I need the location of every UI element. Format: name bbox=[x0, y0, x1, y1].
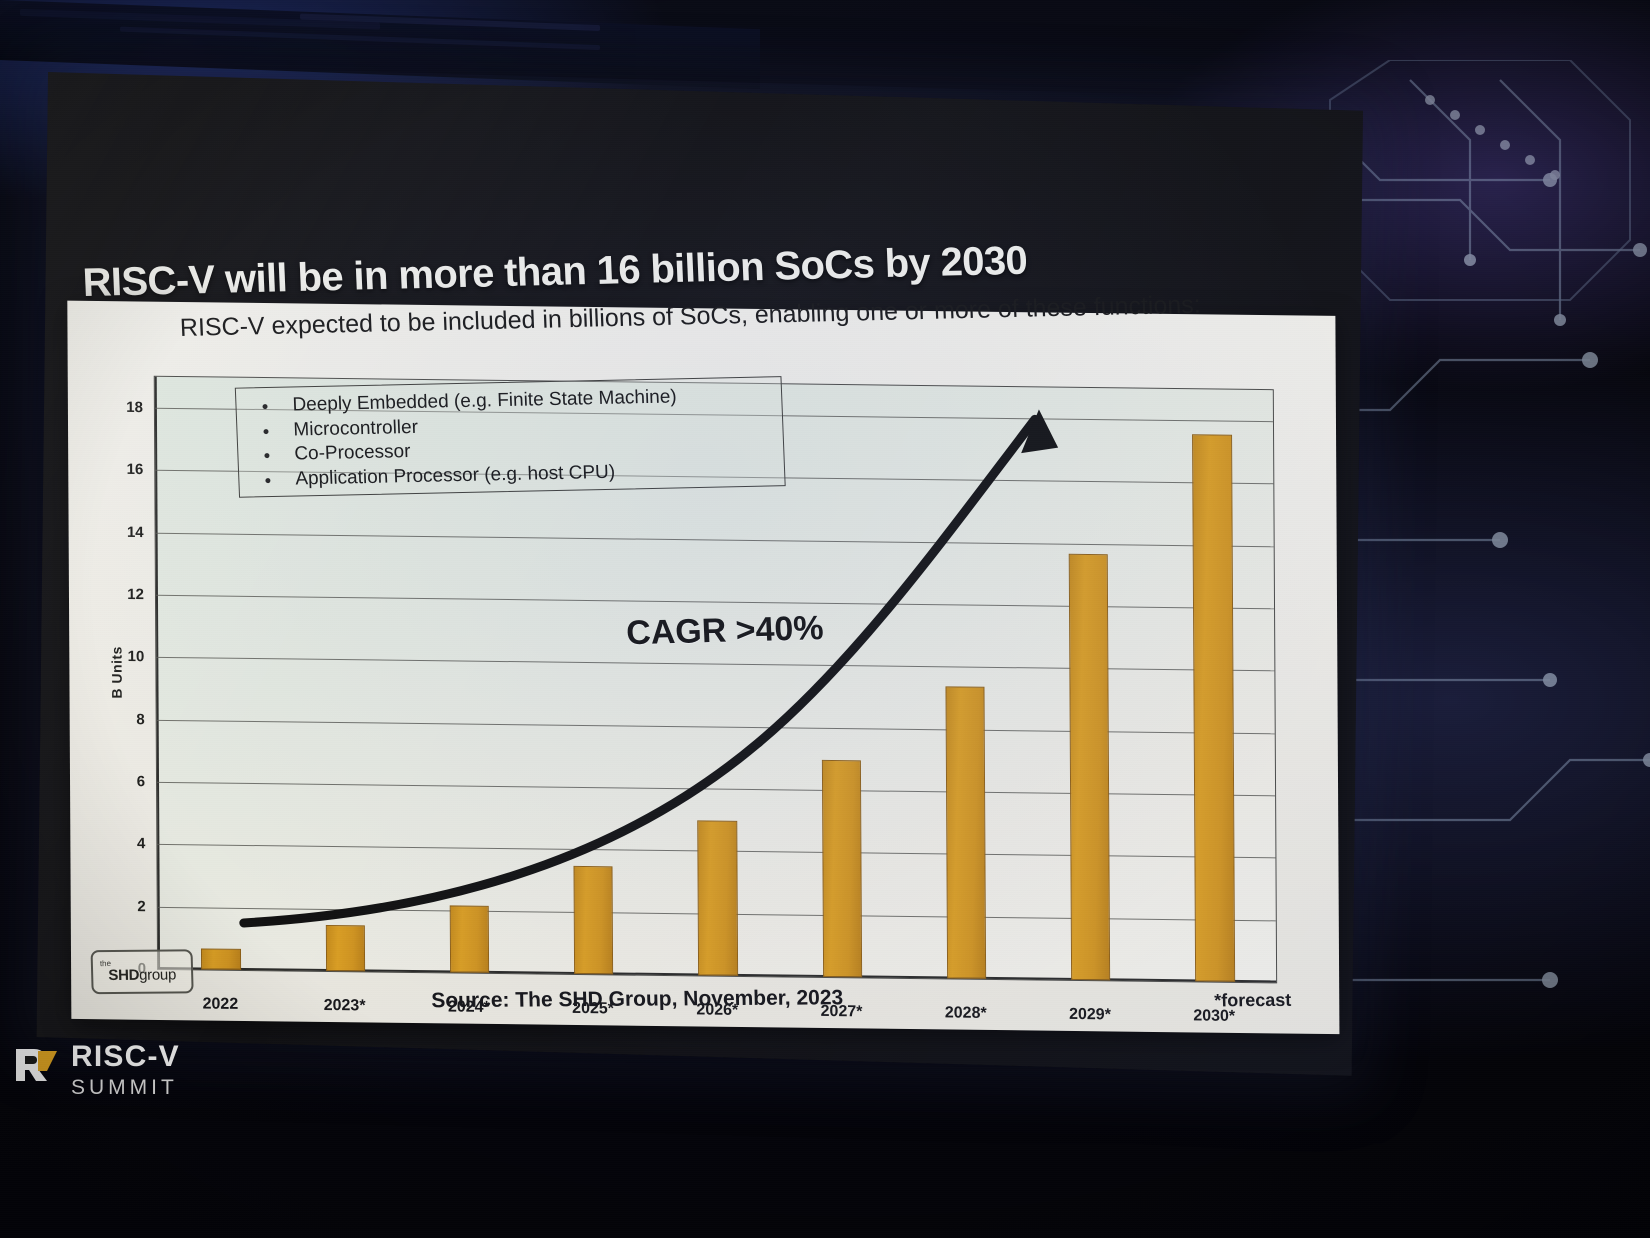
y-tick-label: 8 bbox=[136, 710, 145, 728]
y-tick-label: 14 bbox=[126, 523, 144, 541]
bar-2027 bbox=[821, 759, 862, 978]
bar-2030 bbox=[1192, 433, 1235, 982]
y-tick-label: 18 bbox=[126, 399, 143, 417]
bar-2029 bbox=[1068, 554, 1111, 981]
forecast-footnote: *forecast bbox=[1213, 989, 1292, 1011]
y-tick-label: 12 bbox=[127, 586, 145, 604]
y-tick-label: 4 bbox=[136, 835, 146, 853]
bar-2025 bbox=[573, 865, 614, 975]
gridline bbox=[155, 532, 1274, 548]
bar-2022 bbox=[201, 948, 241, 970]
bar-2028 bbox=[945, 686, 987, 979]
bar-2023 bbox=[325, 925, 366, 972]
bar-chart-plot-area: 024681012141618 B Units 20222023*2024*20… bbox=[109, 375, 1278, 1025]
x-tick-label: 2029* bbox=[1069, 1005, 1111, 1024]
y-tick-label: 10 bbox=[127, 648, 145, 666]
shd-group-logo: the SHDgroup bbox=[90, 949, 194, 995]
y-axis-line bbox=[154, 376, 161, 969]
x-tick-label: 2023* bbox=[323, 996, 366, 1015]
x-tick-label: 2022 bbox=[202, 995, 239, 1013]
risc-v-summit-logo: RISC-V SUMMIT bbox=[14, 1042, 180, 1098]
bar-2024 bbox=[449, 905, 490, 973]
slide-body-card: RISC-V expected to be included in billio… bbox=[67, 291, 1340, 1035]
y-axis-title: B Units bbox=[108, 645, 125, 699]
y-tick-label: 16 bbox=[126, 461, 144, 479]
screen-surface: RISC-V will be in more than 16 billion S… bbox=[36, 72, 1363, 1076]
risc-v-logo-mark-icon bbox=[14, 1047, 58, 1093]
bar-2026 bbox=[697, 820, 738, 976]
functions-callout-box: Deeply Embedded (e.g. Finite State Machi… bbox=[234, 376, 786, 498]
projection-screen: RISC-V will be in more than 16 billion S… bbox=[26, 61, 1374, 1087]
y-tick-label: 2 bbox=[137, 897, 146, 915]
y-tick-label: 6 bbox=[136, 773, 146, 791]
source-citation: Source: The SHD Group, November, 2023 bbox=[431, 986, 844, 1013]
risc-v-wordmark-bottom: SUMMIT bbox=[71, 1076, 178, 1099]
risc-v-summit-wordmark: RISC-V SUMMIT bbox=[71, 1040, 180, 1099]
x-tick-label: 2028* bbox=[944, 1004, 987, 1022]
shd-logo-name: SHDgroup bbox=[108, 966, 177, 985]
cagr-annotation: CAGR >40% bbox=[625, 609, 825, 653]
functions-bullet-list: Deeply Embedded (e.g. Finite State Machi… bbox=[236, 377, 785, 493]
risc-v-wordmark-top: RISC-V bbox=[71, 1040, 180, 1073]
